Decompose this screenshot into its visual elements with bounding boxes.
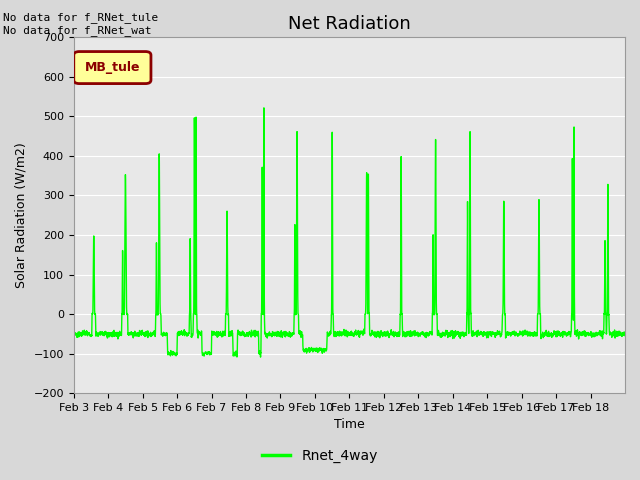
Text: MB_tule: MB_tule [84, 61, 140, 74]
Text: No data for f_RNet_tule: No data for f_RNet_tule [3, 12, 159, 23]
X-axis label: Time: Time [334, 419, 365, 432]
Y-axis label: Solar Radiation (W/m2): Solar Radiation (W/m2) [15, 143, 28, 288]
FancyBboxPatch shape [74, 51, 151, 84]
Legend: Rnet_4way: Rnet_4way [257, 443, 383, 468]
Title: Net Radiation: Net Radiation [288, 15, 411, 33]
Text: No data for f_RNet_wat: No data for f_RNet_wat [3, 25, 152, 36]
